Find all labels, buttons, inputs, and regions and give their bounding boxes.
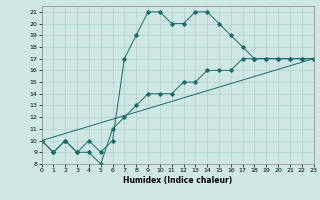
X-axis label: Humidex (Indice chaleur): Humidex (Indice chaleur): [123, 176, 232, 185]
